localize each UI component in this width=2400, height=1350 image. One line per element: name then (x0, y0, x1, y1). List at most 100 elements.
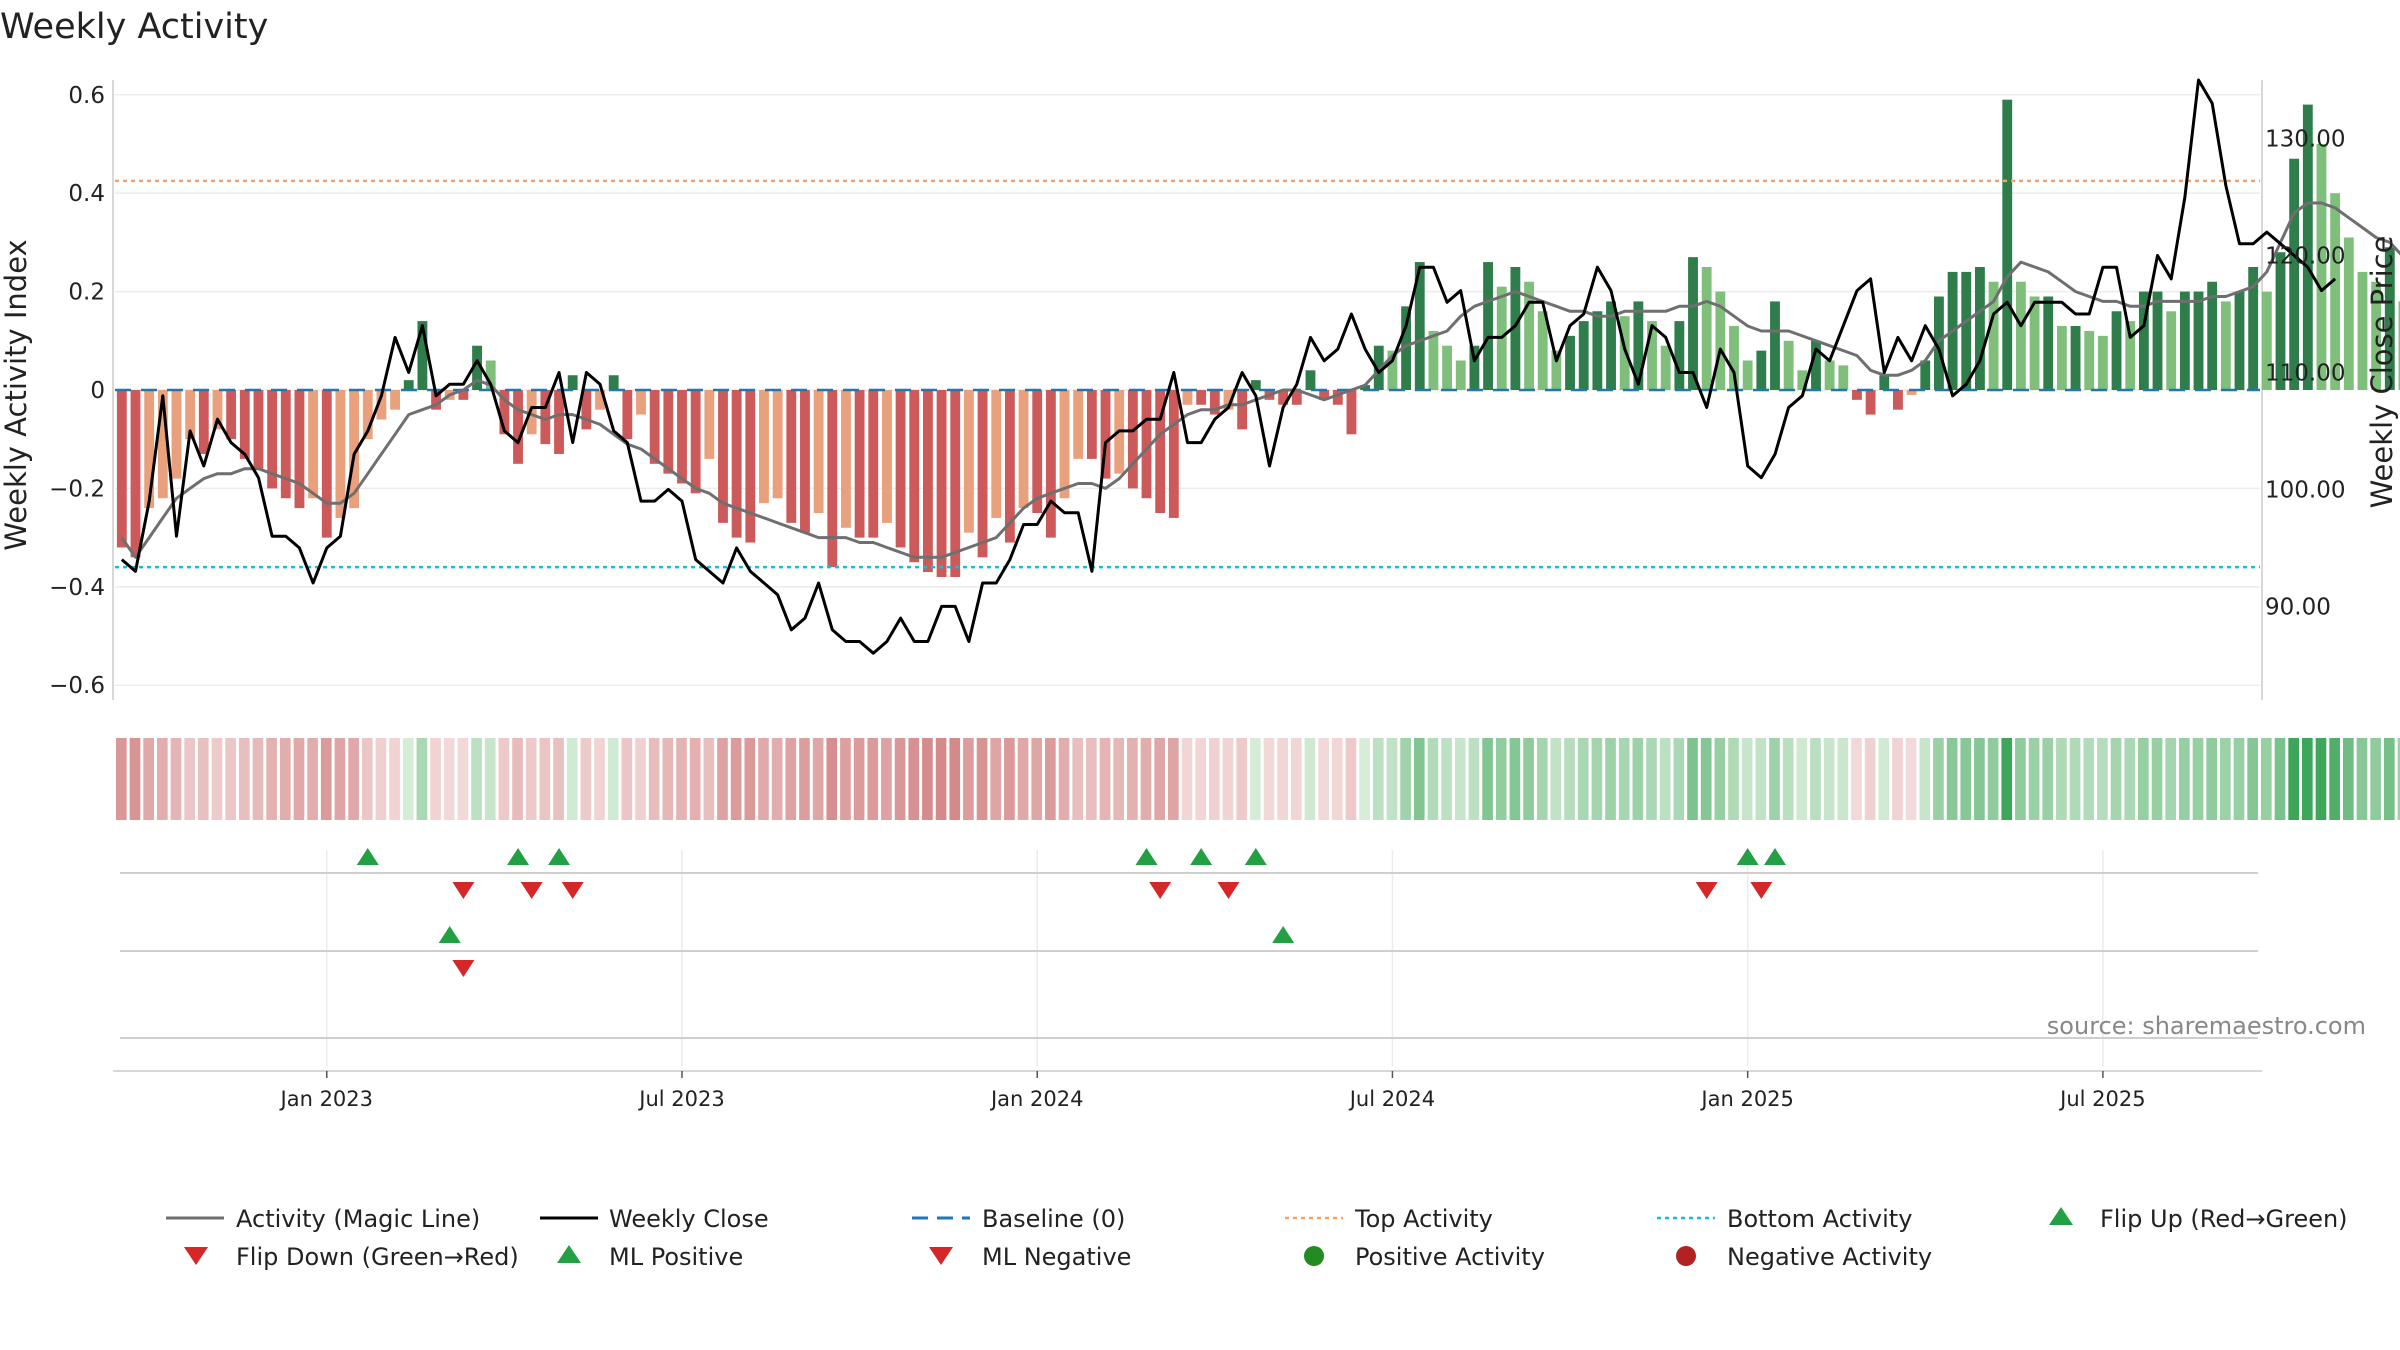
activity-bar (977, 390, 988, 558)
legend-label: ML Positive (609, 1243, 743, 1271)
strip-cell (1564, 738, 1575, 820)
right-tick-label: 130.00 (2265, 126, 2345, 152)
strip-cell (2370, 738, 2381, 820)
activity-bar (786, 390, 797, 523)
activity-bar (963, 390, 974, 533)
activity-bar (1865, 390, 1876, 415)
strip-cell (2151, 738, 2163, 820)
strip-cell (1400, 738, 1411, 820)
strip-cell (539, 738, 551, 820)
activity-heat-strip (116, 738, 2400, 820)
activity-bar (1196, 390, 1207, 405)
strip-cell (881, 738, 892, 820)
activity-bar (2070, 326, 2081, 390)
strip-cell (2056, 738, 2067, 820)
strip-cell (676, 738, 687, 820)
strip-cell (170, 738, 182, 820)
strip-cell (1482, 738, 1493, 820)
strip-cell (922, 738, 933, 820)
flip-up-marker (1190, 848, 1213, 865)
activity-bar (540, 390, 551, 445)
strip-cell (1987, 738, 1999, 820)
activity-bar (1059, 390, 1070, 499)
activity-bar (1455, 360, 1466, 390)
activity-bar (2125, 321, 2136, 390)
activity-bar (567, 375, 578, 390)
activity-bar (2248, 266, 2259, 390)
activity-bar (1578, 321, 1589, 390)
activity-bar (294, 390, 305, 509)
strip-cell (116, 738, 127, 820)
activity-bar (116, 390, 127, 548)
activity-bar (2138, 291, 2149, 390)
strip-cell (1413, 738, 1425, 820)
strip-cell (1646, 738, 1657, 820)
activity-bar (2398, 301, 2400, 390)
strip-cell (1714, 738, 1726, 820)
strip-cell (156, 738, 168, 820)
activity-bar (239, 390, 250, 459)
flip-down-marker (452, 882, 475, 899)
activity-bar (554, 390, 564, 454)
strip-cell (689, 738, 701, 820)
strip-cell (1577, 738, 1589, 820)
strip-cell (2247, 738, 2258, 820)
activity-bar (157, 390, 168, 499)
activity-bar (2330, 193, 2341, 390)
activity-bar (1278, 390, 1289, 405)
activity-bar (827, 390, 838, 568)
activity-bar (1346, 390, 1357, 435)
strip-cell (2192, 738, 2204, 820)
activity-bar (950, 390, 961, 577)
activity-bar (1701, 266, 1712, 390)
strip-cell (1591, 738, 1603, 820)
activity-bar (1373, 345, 1384, 390)
strip-cell (826, 738, 838, 820)
activity-bar (458, 390, 469, 400)
flip-up-marker (1736, 848, 1759, 865)
activity-bar (212, 390, 223, 430)
left-tick-label: 0.2 (68, 280, 105, 306)
strip-cell (744, 738, 756, 820)
activity-bar (704, 390, 715, 459)
legend-item-magic-line: Activity (Magic Line) (166, 1205, 480, 1233)
strip-cell (648, 738, 660, 820)
activity-bar (1606, 301, 1616, 390)
activity-bar (663, 390, 674, 474)
activity-bar (499, 390, 510, 435)
strip-cell (771, 738, 783, 820)
activity-bar (1127, 390, 1138, 489)
strip-cell (129, 738, 141, 820)
ml-positive-marker (438, 926, 461, 943)
activity-bar (144, 390, 155, 509)
legend-item-positive-activity: Positive Activity (1304, 1243, 1545, 1271)
strip-cell (334, 738, 346, 820)
strip-cell (635, 738, 646, 820)
strip-cell (1318, 738, 1329, 820)
activity-bar (1250, 380, 1261, 390)
strip-cell (785, 738, 797, 820)
strip-cell (389, 738, 400, 820)
strip-cell (2220, 738, 2231, 820)
strip-cell (293, 738, 305, 820)
activity-bar (1551, 350, 1562, 390)
legend-label: Flip Up (Red→Green) (2100, 1205, 2348, 1233)
activity-bar (2056, 326, 2067, 390)
left-tick-label: −0.2 (49, 476, 105, 502)
strip-cell (2233, 738, 2245, 820)
strip-cell (1905, 738, 1917, 820)
left-tick-label: −0.6 (49, 673, 105, 699)
legend-label: Top Activity (1354, 1205, 1493, 1233)
activity-bar (2261, 291, 2272, 390)
reference-lines (115, 179, 2260, 569)
strip-cell (1249, 738, 1261, 820)
right-y-ticks: 130.00 120.00 110.00 100.00 90.00 (2265, 126, 2345, 620)
strip-cell (1017, 738, 1029, 820)
flip-up-marker (356, 848, 379, 865)
activity-bar (2097, 335, 2108, 390)
strip-cell (908, 738, 920, 820)
activity-bar (1018, 390, 1029, 509)
activity-bar (622, 390, 633, 440)
right-tick-label: 90.00 (2265, 594, 2331, 620)
left-y-ticks: 0.6 0.4 0.2 0 −0.2 −0.4 −0.6 (49, 83, 105, 699)
